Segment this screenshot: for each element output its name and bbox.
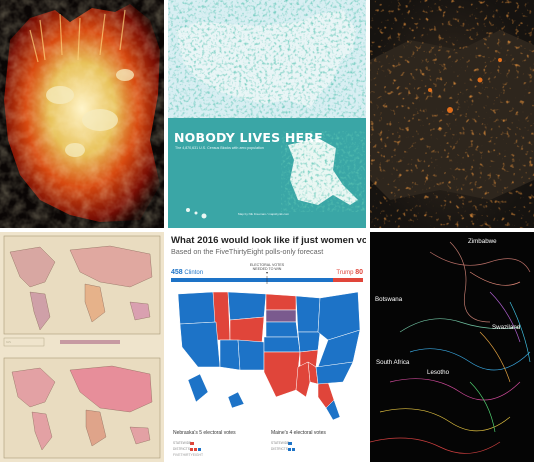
clinton-bar: [171, 278, 333, 282]
label-zimbabwe: Zimbabwe: [468, 238, 497, 245]
map-title: NOBODY LIVES HERE: [174, 130, 323, 145]
chart-subtitle: Based on the FiveThirtyEight polls-only …: [171, 247, 324, 256]
maine-statewide-label: STATEWIDE: [271, 441, 290, 445]
old-map-legend-label: ~~~: [6, 340, 11, 344]
us-population-map: [168, 0, 366, 228]
nebraska-label: Nebraska's 5 electoral votes: [173, 430, 236, 436]
trump-total: Trump 80: [336, 269, 363, 276]
statewide-label: STATEWIDE: [173, 441, 192, 445]
heat-relief-map: [0, 0, 164, 228]
nebraska-legend: [190, 442, 201, 451]
southern-africa-rivers-tile[interactable]: Zimbabwe Botswana Swaziland South Africa…: [370, 232, 534, 462]
label-swaziland: Swaziland: [492, 324, 521, 331]
river-network-map: [370, 232, 534, 462]
historical-world-map: [0, 232, 164, 462]
label-botswana: Botswana: [375, 296, 403, 303]
women-voted-election-tile[interactable]: What 2016 would look like if just women …: [168, 232, 366, 462]
label-south-africa: South Africa: [376, 359, 410, 366]
map-subtitle: The 4,870,631 U.S. Census Blocks with ze…: [175, 146, 264, 150]
maine-districts-label: DISTRICTS: [271, 447, 288, 451]
night-fire-map-tile[interactable]: [370, 0, 534, 228]
historical-world-map-tile[interactable]: ~~~: [0, 232, 164, 462]
iceland-heat-map-tile[interactable]: [0, 0, 164, 228]
clinton-total: 458 Clinton: [171, 269, 204, 276]
nobody-lives-here-tile[interactable]: NOBODY LIVES HERE The 4,870,631 U.S. Cen…: [168, 0, 366, 228]
night-fire-map: [370, 0, 534, 228]
label-lesotho: Lesotho: [427, 369, 450, 376]
chart-title: What 2016 would look like if just women …: [171, 235, 366, 246]
fivethirtyeight-logo: FIVETHIRTYEIGHT: [173, 453, 204, 457]
districts-label: DISTRICTS: [173, 447, 190, 451]
us-electoral-map: [171, 276, 363, 451]
trump-bar: [333, 278, 363, 282]
maine-legend: [288, 442, 295, 451]
maine-label: Maine's 4 electoral votes: [271, 430, 326, 436]
ev-needed-label: ELECTORAL VOTES NEEDED TO WIN ▼: [249, 263, 285, 275]
map-credit: Map by Nik Freeman / mapsbynik.com: [238, 212, 290, 216]
